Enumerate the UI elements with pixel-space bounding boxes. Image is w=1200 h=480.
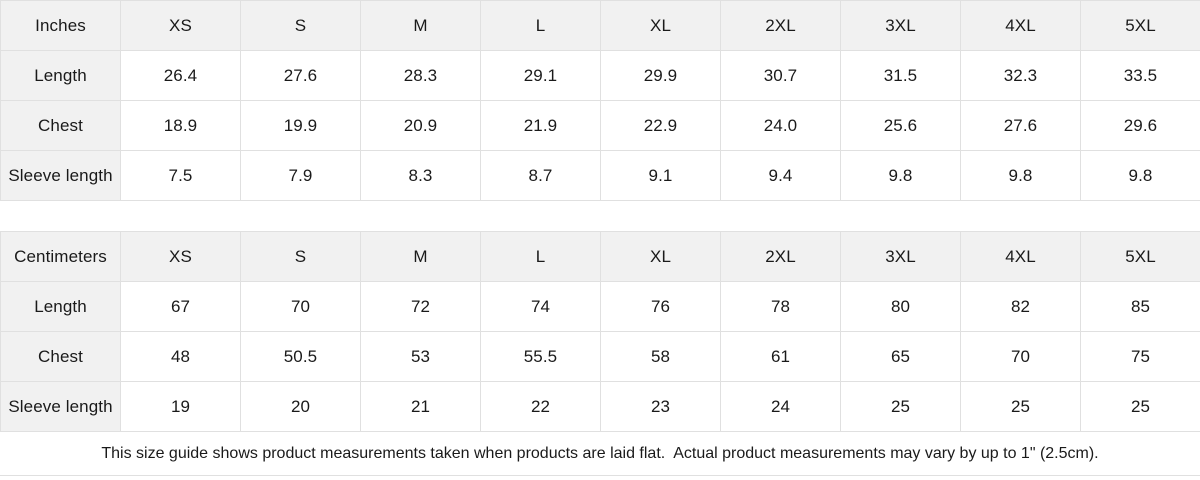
value-cell: 20 bbox=[240, 381, 361, 432]
value-cell: 19.9 bbox=[240, 100, 361, 151]
value-cell: 21.9 bbox=[480, 100, 601, 151]
value-cell: 24.0 bbox=[720, 100, 841, 151]
measurement-row: Length 67 70 72 74 76 78 80 82 85 bbox=[0, 281, 1200, 332]
row-label-cell: Chest bbox=[0, 331, 121, 382]
row-label-cell: Length bbox=[0, 281, 121, 332]
value-cell: 28.3 bbox=[360, 50, 481, 101]
value-cell: 65 bbox=[840, 331, 961, 382]
value-cell: 29.6 bbox=[1080, 100, 1200, 151]
size-header-cell: S bbox=[240, 231, 361, 282]
row-label-cell: Length bbox=[0, 50, 121, 101]
size-header-cell: 2XL bbox=[720, 0, 841, 51]
value-cell: 80 bbox=[840, 281, 961, 332]
value-cell: 7.5 bbox=[120, 150, 241, 201]
value-cell: 48 bbox=[120, 331, 241, 382]
size-header-cell: XS bbox=[120, 231, 241, 282]
value-cell: 50.5 bbox=[240, 331, 361, 382]
size-header-cell: 4XL bbox=[960, 231, 1081, 282]
size-header-cell: 5XL bbox=[1080, 231, 1200, 282]
size-header-cell: 2XL bbox=[720, 231, 841, 282]
value-cell: 9.8 bbox=[1080, 150, 1200, 201]
footer-note: This size guide shows product measuremen… bbox=[0, 432, 1200, 476]
value-cell: 85 bbox=[1080, 281, 1200, 332]
value-cell: 20.9 bbox=[360, 100, 481, 151]
value-cell: 74 bbox=[480, 281, 601, 332]
value-cell: 53 bbox=[360, 331, 481, 382]
value-cell: 70 bbox=[240, 281, 361, 332]
measurement-row: Chest 18.9 19.9 20.9 21.9 22.9 24.0 25.6 27.6 29.… bbox=[0, 100, 1200, 151]
size-header-cell: M bbox=[360, 0, 481, 51]
row-label-cell: Chest bbox=[0, 100, 121, 151]
value-cell: 9.1 bbox=[600, 150, 721, 201]
value-cell: 23 bbox=[600, 381, 721, 432]
measurement-row: Sleeve length 19 20 21 22 23 24 25 25 25 bbox=[0, 381, 1200, 432]
value-cell: 33.5 bbox=[1080, 50, 1200, 101]
row-label-cell: Sleeve length bbox=[0, 150, 121, 201]
value-cell: 9.4 bbox=[720, 150, 841, 201]
size-header-cell: 3XL bbox=[840, 231, 961, 282]
value-cell: 78 bbox=[720, 281, 841, 332]
value-cell: 27.6 bbox=[960, 100, 1081, 151]
value-cell: 25.6 bbox=[840, 100, 961, 151]
value-cell: 32.3 bbox=[960, 50, 1081, 101]
value-cell: 8.7 bbox=[480, 150, 601, 201]
measurement-row: Chest 48 50.5 53 55.5 58 61 65 70 75 bbox=[0, 331, 1200, 382]
table-gap bbox=[0, 201, 1200, 231]
value-cell: 61 bbox=[720, 331, 841, 382]
value-cell: 21 bbox=[360, 381, 481, 432]
value-cell: 7.9 bbox=[240, 150, 361, 201]
header-row: Centimeters XS S M L XL 2XL 3XL 4XL 5XL bbox=[0, 231, 1200, 282]
size-header-cell: XL bbox=[600, 0, 721, 51]
size-header-cell: M bbox=[360, 231, 481, 282]
size-header-cell: XL bbox=[600, 231, 721, 282]
unit-label-cell: Centimeters bbox=[0, 231, 121, 282]
value-cell: 29.1 bbox=[480, 50, 601, 101]
unit-label-cell: Inches bbox=[0, 0, 121, 51]
size-header-cell: L bbox=[480, 231, 601, 282]
value-cell: 67 bbox=[120, 281, 241, 332]
value-cell: 9.8 bbox=[840, 150, 961, 201]
value-cell: 27.6 bbox=[240, 50, 361, 101]
value-cell: 18.9 bbox=[120, 100, 241, 151]
value-cell: 22 bbox=[480, 381, 601, 432]
size-header-cell: XS bbox=[120, 0, 241, 51]
value-cell: 9.8 bbox=[960, 150, 1081, 201]
size-table-centimeters: Centimeters XS S M L XL 2XL 3XL 4XL 5XL Length 67 70… bbox=[0, 231, 1200, 432]
value-cell: 75 bbox=[1080, 331, 1200, 382]
row-label-cell: Sleeve length bbox=[0, 381, 121, 432]
value-cell: 8.3 bbox=[360, 150, 481, 201]
size-header-cell: S bbox=[240, 0, 361, 51]
value-cell: 70 bbox=[960, 331, 1081, 382]
size-header-cell: L bbox=[480, 0, 601, 51]
value-cell: 58 bbox=[600, 331, 721, 382]
value-cell: 19 bbox=[120, 381, 241, 432]
measurement-row: Length 26.4 27.6 28.3 29.1 29.9 30.7 31.5 32.3 33… bbox=[0, 50, 1200, 101]
value-cell: 72 bbox=[360, 281, 481, 332]
value-cell: 30.7 bbox=[720, 50, 841, 101]
value-cell: 24 bbox=[720, 381, 841, 432]
header-row: Inches XS S M L XL 2XL 3XL 4XL 5XL bbox=[0, 0, 1200, 51]
value-cell: 55.5 bbox=[480, 331, 601, 382]
footer-note-text: This size guide shows product measuremen… bbox=[101, 444, 1099, 462]
value-cell: 76 bbox=[600, 281, 721, 332]
value-cell: 22.9 bbox=[600, 100, 721, 151]
value-cell: 25 bbox=[840, 381, 961, 432]
size-header-cell: 5XL bbox=[1080, 0, 1200, 51]
value-cell: 26.4 bbox=[120, 50, 241, 101]
value-cell: 31.5 bbox=[840, 50, 961, 101]
value-cell: 29.9 bbox=[600, 50, 721, 101]
value-cell: 25 bbox=[1080, 381, 1200, 432]
size-header-cell: 4XL bbox=[960, 0, 1081, 51]
size-header-cell: 3XL bbox=[840, 0, 961, 51]
measurement-row: Sleeve length 7.5 7.9 8.3 8.7 9.1 9.4 9.8 9.8 9.8 bbox=[0, 150, 1200, 201]
size-table-inches: Inches XS S M L XL 2XL 3XL 4XL 5XL Length 26.4 27.6 2… bbox=[0, 0, 1200, 201]
value-cell: 25 bbox=[960, 381, 1081, 432]
value-cell: 82 bbox=[960, 281, 1081, 332]
